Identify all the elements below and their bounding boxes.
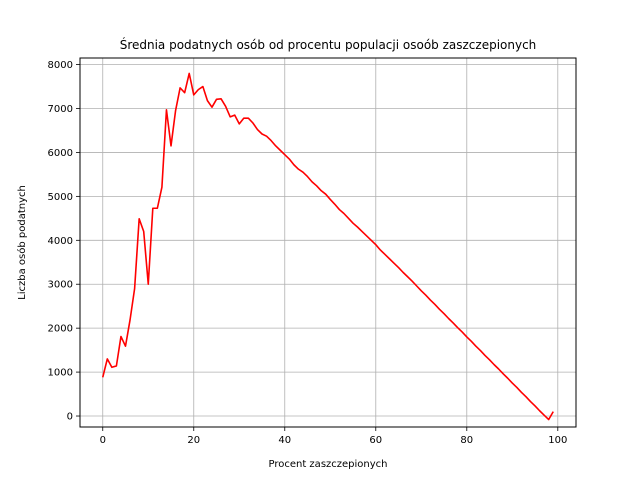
x-axis-label: Procent zaszczepionych — [268, 459, 387, 470]
x-tick-label: 0 — [100, 435, 106, 446]
x-tick-label: 40 — [278, 435, 291, 446]
plot-area — [101, 72, 554, 421]
y-tick-label: 5000 — [48, 192, 73, 203]
x-axis: 0 20 40 60 80 100 — [100, 427, 567, 446]
y-tick-label: 6000 — [48, 148, 73, 159]
y-tick-label: 3000 — [48, 280, 73, 291]
y-tick-label: 4000 — [48, 236, 73, 247]
y-axis-label: Liczba osób podatnych — [16, 185, 28, 300]
chart-title: Średnia podatnych osób od procentu popul… — [120, 37, 537, 52]
y-tick-label: 8000 — [48, 60, 73, 71]
x-tick-label: 20 — [187, 435, 200, 446]
y-tick-label: 7000 — [48, 104, 73, 115]
y-axis: 0 1000 2000 3000 4000 5000 6000 7000 8000 — [48, 60, 80, 423]
x-tick-label: 80 — [460, 435, 473, 446]
x-tick-label: 100 — [548, 435, 567, 446]
x-tick-label: 60 — [369, 435, 382, 446]
y-tick-label: 0 — [67, 412, 73, 423]
axes-frame — [79, 57, 577, 428]
grid — [80, 58, 576, 427]
y-tick-label: 2000 — [48, 324, 73, 335]
y-tick-label: 1000 — [48, 368, 73, 379]
series-line — [101, 72, 554, 421]
